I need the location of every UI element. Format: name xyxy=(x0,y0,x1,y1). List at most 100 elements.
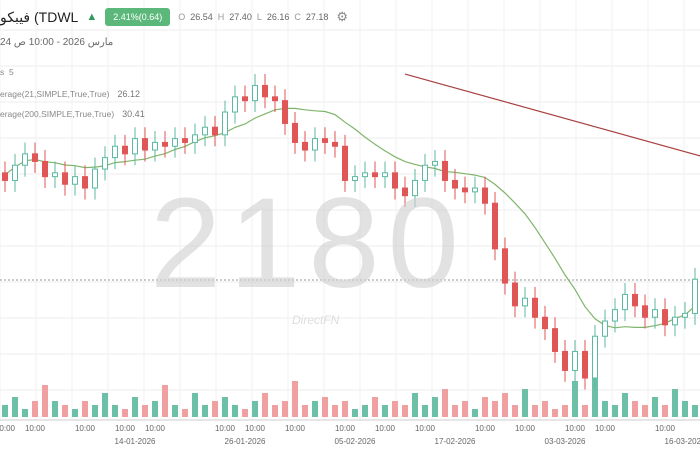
volume-bar xyxy=(52,401,58,417)
candle-body xyxy=(422,164,428,181)
ma200-value: 30.41 xyxy=(122,109,145,119)
candle-body xyxy=(152,141,158,151)
volume-bar xyxy=(82,401,88,417)
datetime-text: مارس 2026 - 10:00 ص 24 xyxy=(0,37,114,48)
candle-body xyxy=(302,141,308,151)
candle-body xyxy=(312,138,318,151)
volume-bar xyxy=(462,401,468,417)
candle-body xyxy=(512,282,518,307)
low-label: L xyxy=(256,12,262,22)
x-tick-label: 10:00 xyxy=(244,424,266,433)
volume-bar xyxy=(282,401,288,417)
volume-bar xyxy=(62,405,68,417)
volume-bar xyxy=(652,397,658,417)
ma200-line xyxy=(404,73,700,157)
ma200-legend[interactable]: erage(200,SIMPLE,True,True) 30.41 xyxy=(0,109,145,119)
candle-body xyxy=(632,293,638,307)
volume-bar xyxy=(152,401,158,417)
candle-body xyxy=(182,138,188,143)
candle-body xyxy=(332,141,338,147)
volume-bar xyxy=(642,405,648,417)
candle-body xyxy=(642,305,648,318)
x-tick-label: 10:00 xyxy=(414,424,436,433)
high-value: 27.40 xyxy=(229,12,252,22)
x-tick-label: 10:00 xyxy=(24,424,46,433)
candle-body xyxy=(52,172,58,178)
volume-bar xyxy=(42,385,48,417)
candle-body xyxy=(672,316,678,326)
ma21-legend[interactable]: erage(21,SIMPLE,True,True) 26.12 xyxy=(0,89,140,99)
volume-bar xyxy=(542,401,548,417)
volume-bar xyxy=(122,409,128,417)
open-value: 26.54 xyxy=(190,12,213,22)
volume-bar xyxy=(372,397,378,417)
volume-bar xyxy=(232,405,238,417)
volume-bar xyxy=(572,381,578,417)
candle-body xyxy=(352,176,358,181)
candle-body xyxy=(542,316,548,330)
volume-bar xyxy=(32,401,38,417)
volume-bar xyxy=(452,405,458,417)
candle-body xyxy=(282,100,288,124)
candle-body xyxy=(262,84,268,98)
candle-body xyxy=(202,126,208,136)
candle-body xyxy=(462,187,468,193)
volume-bar xyxy=(482,397,488,417)
x-tick-label: 10:00 xyxy=(0,424,16,433)
candle-body xyxy=(692,278,698,314)
date-tick-label: 16-03-2026 xyxy=(664,437,700,446)
date-tick-label: 17-02-2026 xyxy=(434,437,476,446)
volume-bar xyxy=(662,405,668,417)
candle-body xyxy=(82,176,88,189)
volume-bar xyxy=(72,409,78,417)
candle-body xyxy=(572,350,578,371)
volume-bar xyxy=(292,381,298,417)
x-tick-label: 10:00 xyxy=(474,424,496,433)
candle-body xyxy=(252,84,258,102)
volume-bar xyxy=(622,393,628,417)
x-tick-label: 10:00 xyxy=(514,424,536,433)
change-badge: 2.41%(0.64) xyxy=(105,8,171,26)
volume-bar xyxy=(162,385,168,417)
candle-body xyxy=(272,96,278,102)
x-tick-label: 10:00 xyxy=(374,424,396,433)
date-tick-label: 14-01-2026 xyxy=(114,437,156,446)
candle-body xyxy=(652,309,658,318)
candle-body xyxy=(22,153,28,166)
volume-bar xyxy=(102,393,108,417)
close-label: C xyxy=(294,12,301,22)
volume-bar xyxy=(522,389,528,417)
x-tick-label: 10:00 xyxy=(654,424,676,433)
volume-bar xyxy=(142,405,148,417)
volume-bar xyxy=(692,405,698,417)
volume-bar xyxy=(212,401,218,417)
candle-body xyxy=(482,187,488,204)
datetime-label: مارس 2026 - 10:00 ص 24 xyxy=(0,37,113,48)
candle-body xyxy=(592,335,598,379)
open-label: O xyxy=(178,12,186,22)
symbol-title: فيبكو (TDWL xyxy=(0,8,79,25)
candle-body xyxy=(242,96,248,102)
volume-bar xyxy=(182,409,188,417)
volume-bar xyxy=(432,397,438,417)
x-tick-label: 10:00 xyxy=(594,424,616,433)
candle-body xyxy=(32,153,38,162)
chart-header: فيبكو (TDWL ▲ 2.41%(0.64) O 26.54 H 27.40 … xyxy=(0,8,348,26)
volume-bar xyxy=(202,405,208,417)
candle-body xyxy=(452,179,458,189)
ma200-label: erage(200,SIMPLE,True,True) xyxy=(0,109,115,119)
gear-icon[interactable]: ⚙ xyxy=(336,9,349,24)
volume-bar xyxy=(272,405,278,417)
volume-bar xyxy=(512,405,518,417)
volume-bar xyxy=(342,401,348,417)
candle-body xyxy=(532,297,538,318)
volume-bar xyxy=(392,401,398,417)
candle-body xyxy=(402,187,408,197)
volume-bar xyxy=(22,409,28,417)
x-tick-label: 10:00 xyxy=(564,424,586,433)
volume-bar xyxy=(262,393,268,417)
candle-body xyxy=(432,160,438,166)
candle-body xyxy=(212,126,218,136)
volume-bar xyxy=(382,405,388,417)
